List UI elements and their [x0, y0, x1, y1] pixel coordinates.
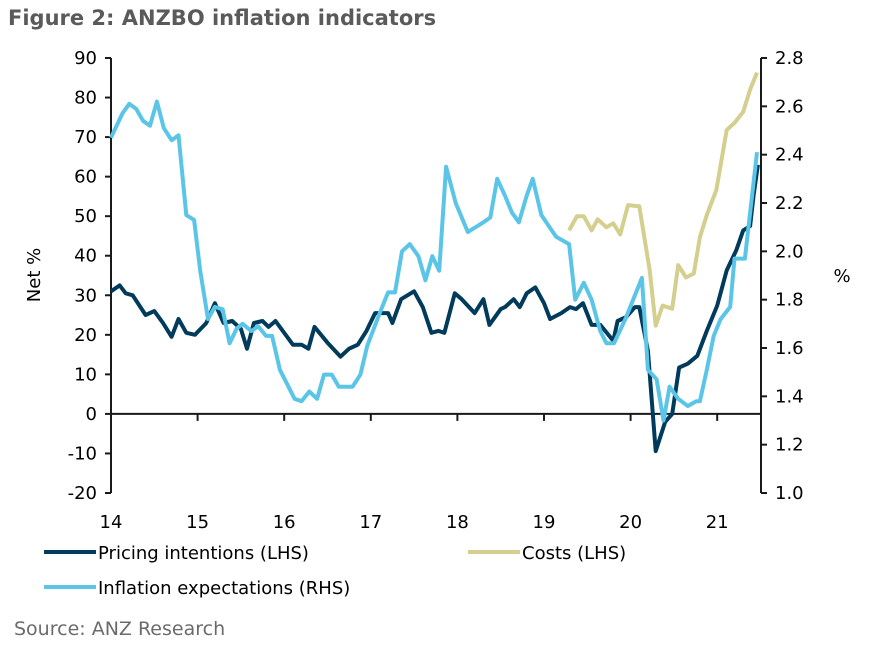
y2-tick-label: 2.0 [775, 241, 804, 262]
y-tick-label: 30 [74, 285, 97, 306]
y-tick-label: -10 [68, 443, 97, 464]
x-tick-label: 20 [619, 512, 642, 533]
y-tick-label: 0 [86, 404, 97, 425]
y2-tick-label: 1.0 [775, 483, 804, 504]
x-tick-label: 15 [186, 512, 209, 533]
series-line-0 [109, 164, 760, 454]
y-tick-label: 60 [74, 167, 97, 188]
x-tick-label: 18 [446, 512, 469, 533]
y-tick-label: 90 [74, 48, 97, 69]
y2-axis-label: % [833, 266, 850, 287]
y2-tick-label: 1.4 [775, 386, 804, 407]
y2-tick-label: 2.4 [775, 145, 804, 166]
legend-label: Pricing intentions (LHS) [98, 543, 309, 564]
legend-label: Inflation expectations (RHS) [98, 578, 350, 599]
y2-tick-label: 2.8 [775, 48, 804, 69]
source-note: Source: ANZ Research [14, 618, 226, 640]
y-axis-label: Net % [24, 248, 45, 302]
y2-tick-label: 2.6 [775, 96, 804, 117]
legend-label: Costs (LHS) [522, 543, 626, 564]
y-tick-label: 10 [74, 364, 97, 385]
x-tick-label: 19 [533, 512, 556, 533]
y-tick-label: 70 [74, 127, 97, 148]
y-tick-label: 20 [74, 325, 97, 346]
y-tick-label: 50 [74, 206, 97, 227]
chart-title: Figure 2: ANZBO inflation indicators [8, 6, 437, 30]
y2-tick-label: 1.2 [775, 435, 804, 456]
y-tick-label: 80 [74, 88, 97, 109]
y-tick-label: -20 [68, 483, 97, 504]
y2-tick-label: 2.2 [775, 193, 804, 214]
series-line-1 [567, 71, 759, 328]
x-tick-label: 16 [273, 512, 296, 533]
x-tick-label: 14 [100, 512, 123, 533]
x-tick-label: 21 [706, 512, 729, 533]
series-line-2 [109, 99, 759, 423]
y2-tick-label: 1.6 [775, 338, 804, 359]
y2-tick-label: 1.8 [775, 290, 804, 311]
x-tick-label: 17 [359, 512, 382, 533]
y-tick-label: 40 [74, 246, 97, 267]
